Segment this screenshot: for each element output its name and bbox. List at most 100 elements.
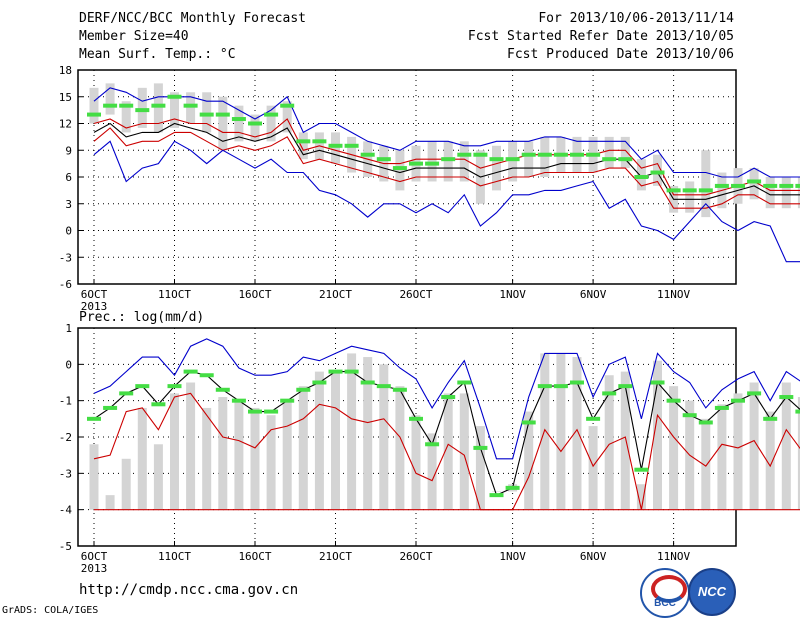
ensemble-median-mark <box>231 398 246 403</box>
source-url[interactable]: http://cmdp.ncc.cma.gov.cn <box>79 582 299 598</box>
ensemble-median-mark <box>457 380 472 385</box>
ensemble-median-mark <box>135 108 150 113</box>
ensemble-median-mark <box>473 152 488 157</box>
ensemble-spread-box <box>475 426 485 510</box>
ensemble-spread-box <box>298 386 308 510</box>
ensemble-median-mark <box>586 416 601 421</box>
panel-temperature: -6 -3 0 3 6 9 12 15 18 6OCT 11OCT 16OCT 21OCT 26OCT 1N… <box>59 64 800 313</box>
ensemble-median-mark <box>682 188 697 193</box>
ensemble-spread-box <box>427 433 437 510</box>
ensemble-spread-box <box>234 105 244 142</box>
ensemble-spread-box <box>89 87 99 124</box>
ensemble-median-mark <box>376 384 391 389</box>
bcc-logo: BCC <box>640 568 690 618</box>
ensemble-spread-box <box>266 105 276 142</box>
ensemble-median-mark <box>248 409 262 414</box>
ensemble-median-mark <box>425 442 440 447</box>
ensemble-median-mark <box>312 380 327 385</box>
ensemble-median-mark <box>312 139 327 144</box>
series-line-4 <box>93 140 800 263</box>
ensemble-spread-box <box>781 382 791 510</box>
ensemble-median-mark <box>795 183 800 188</box>
ensemble-median-mark <box>570 380 584 385</box>
forecast-period: For 2013/10/06-2013/11/14 <box>538 11 734 26</box>
ensemble-spread-box <box>701 418 711 510</box>
bcc-logo-text: BCC <box>654 598 676 609</box>
y-tick-label: -4 <box>59 504 73 517</box>
ensemble-median-mark <box>489 493 504 498</box>
ensemble-median-mark <box>634 467 649 472</box>
ensemble-spread-box <box>395 150 405 191</box>
ensemble-median-mark <box>328 143 343 148</box>
series-line-1 <box>93 371 800 496</box>
ensemble-spread-box <box>363 357 373 510</box>
ensemble-spread-box <box>186 382 196 510</box>
ensemble-spread-box <box>282 400 292 510</box>
ensemble-spread-box <box>604 136 614 169</box>
ensemble-spread-box <box>556 353 566 510</box>
ensemble-median-mark <box>425 161 440 166</box>
ensemble-spread-box <box>781 177 791 209</box>
ensemble-median-mark <box>360 380 375 385</box>
y-tick-label: -2 <box>59 431 72 444</box>
ensemble-spread-box <box>218 397 228 510</box>
ensemble-spread-box <box>636 484 646 510</box>
ensemble-spread-box <box>540 136 550 177</box>
ensemble-median-mark <box>183 103 198 108</box>
ensemble-median-mark <box>521 152 536 157</box>
ensemble-spread-box <box>411 415 421 510</box>
ensemble-spread-box <box>202 407 212 510</box>
ensemble-median-mark <box>795 409 800 414</box>
ensemble-median-mark <box>537 384 552 389</box>
ensemble-median-mark <box>280 398 295 403</box>
ensemble-median-mark <box>344 369 359 374</box>
ensemble-median-mark <box>231 117 246 122</box>
x-tick-label: 6NOV <box>580 550 607 563</box>
ensemble-spread-box <box>572 357 582 510</box>
x-tick-label: 1NOV <box>499 550 526 563</box>
x-tick-label: 16OCT <box>238 288 271 301</box>
ensemble-spread-box <box>395 386 405 510</box>
ensemble-median-mark <box>747 179 762 184</box>
ensemble-spread-box <box>653 154 662 186</box>
ensemble-median-mark <box>199 373 214 378</box>
y-tick-label: -6 <box>59 278 72 291</box>
series-line-2 <box>93 122 800 200</box>
ensemble-median-mark <box>650 380 665 385</box>
ensemble-median-mark <box>248 121 262 126</box>
ensemble-spread-box <box>427 141 437 182</box>
ensemble-median-mark <box>602 391 617 396</box>
ensemble-spread-box <box>250 407 260 510</box>
ensemble-median-mark <box>521 420 536 425</box>
ensemble-median-mark <box>199 112 214 117</box>
series-line-1 <box>93 118 800 196</box>
ensemble-spread-box <box>524 411 534 510</box>
ensemble-spread-box <box>282 101 292 133</box>
ensemble-spread-box <box>733 393 743 510</box>
ensemble-median-mark <box>409 416 423 421</box>
ensemble-median-mark <box>151 402 166 407</box>
ensemble-median-mark <box>392 166 407 171</box>
ensemble-median-mark <box>602 157 617 162</box>
ensemble-spread-box <box>379 364 389 510</box>
series-line-0 <box>93 87 800 178</box>
ensemble-median-mark <box>666 398 681 403</box>
ensemble-spread-box <box>186 92 196 124</box>
ensemble-spread-box <box>234 400 244 510</box>
ensemble-median-mark <box>119 391 134 396</box>
ensemble-spread-box <box>137 87 147 128</box>
produced-date: Fcst Produced Date 2013/10/06 <box>507 47 734 62</box>
ensemble-spread-box <box>749 382 759 510</box>
ensemble-median-mark <box>167 94 182 99</box>
ensemble-median-mark <box>441 157 456 162</box>
x-tick-label: 11NOV <box>657 288 690 301</box>
x-year-label: 2013 <box>81 562 108 575</box>
ensemble-median-mark <box>553 384 568 389</box>
ensemble-median-mark <box>215 112 230 117</box>
ensemble-median-mark <box>215 387 230 392</box>
ensemble-spread-box <box>331 371 340 510</box>
ensemble-median-mark <box>328 369 343 374</box>
ensemble-spread-box <box>765 411 775 510</box>
ensemble-spread-box <box>459 141 469 182</box>
